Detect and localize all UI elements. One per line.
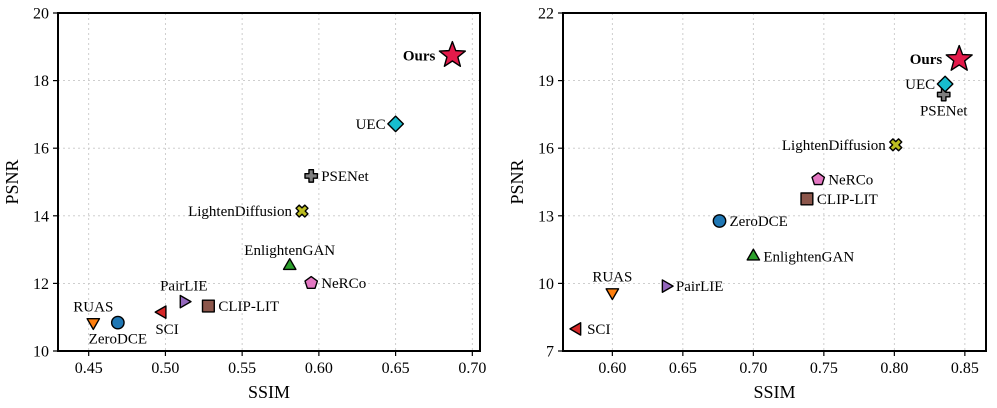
point-enlightengan [282, 257, 297, 271]
y-tick-label: 16 [33, 141, 49, 158]
x-tick-label: 0.55 [228, 360, 256, 377]
x-tick-label: 0.60 [598, 360, 626, 377]
point-psenet [304, 169, 319, 183]
point-pairlie [661, 279, 674, 293]
point-ours [945, 44, 973, 71]
point-label-zerodce: ZeroDCE [730, 214, 788, 230]
point-label-sci: SCI [155, 322, 178, 338]
point-ruas [86, 317, 101, 331]
x-tick-label: 0.85 [951, 360, 979, 377]
point-uec [936, 75, 954, 93]
point-label-pairlie: PairLIE [160, 279, 207, 295]
y-tick-label: 13 [538, 208, 554, 225]
point-label-psenet: PSENet [321, 169, 369, 185]
y-tick-label: 18 [33, 73, 49, 90]
point-label-enlightengan: EnlightenGAN [763, 249, 854, 265]
point-ours [438, 40, 467, 67]
point-label-nerco: NeRCo [828, 172, 873, 188]
point-nerco [811, 172, 826, 186]
point-clip-lit [201, 299, 215, 313]
point-label-enlightengan: EnlightenGAN [244, 243, 335, 259]
point-sci [569, 322, 582, 336]
plot-frame [57, 12, 481, 352]
y-tick-label: 14 [33, 208, 49, 225]
y-tick-label: 10 [33, 344, 49, 361]
y-tick-label: 19 [538, 73, 554, 90]
point-label-zerodce: ZeroDCE [89, 332, 147, 348]
x-tick-label: 0.70 [458, 360, 486, 377]
y-tick-label: 22 [538, 6, 554, 23]
y-axis-label: PSNR [507, 159, 527, 204]
point-label-psenet: PSENet [920, 104, 968, 120]
point-label-clip-lit: CLIP-LIT [218, 299, 279, 315]
point-pairlie [179, 294, 192, 309]
x-axis-label: SSIM [248, 382, 290, 402]
x-tick-label: 0.60 [305, 360, 333, 377]
x-tick-label: 0.65 [669, 360, 697, 377]
point-label-nerco: NeRCo [321, 276, 366, 292]
point-label-lightendiffusion: LightenDiffusion [188, 204, 292, 220]
point-label-ours: Ours [403, 48, 436, 64]
x-axis-label: SSIM [753, 382, 795, 402]
point-psenet [936, 87, 951, 102]
left-chart-panel: 0.45 0.50 0.55 0.60 0.65 0.70 10 12 14 16 18 20 SSIM… [2, 6, 486, 403]
point-label-clip-lit: CLIP-LIT [817, 192, 878, 208]
point-clip-lit [800, 192, 814, 206]
y-axis-label: PSNR [2, 159, 22, 204]
x-tick-label: 0.50 [151, 360, 179, 377]
point-label-ruas: RUAS [73, 299, 113, 315]
x-tick-label: 0.70 [739, 360, 767, 377]
point-label-uec: UEC [905, 77, 935, 93]
point-label-sci: SCI [587, 322, 610, 338]
point-lightendiffusion [295, 204, 309, 218]
plot-frame [562, 12, 987, 352]
point-zerodce [712, 214, 727, 228]
point-uec [387, 115, 405, 133]
point-label-pairlie: PairLIE [676, 279, 723, 295]
point-lightendiffusion [889, 138, 903, 152]
point-enlightengan [746, 248, 761, 261]
point-label-lightendiffusion: LightenDiffusion [782, 138, 886, 154]
point-sci [154, 305, 167, 320]
point-label-uec: UEC [356, 117, 386, 133]
x-tick-label: 0.65 [382, 360, 410, 377]
point-label-ruas: RUAS [592, 269, 632, 285]
y-tick-label: 12 [33, 276, 49, 293]
point-zerodce [110, 315, 125, 330]
x-tick-label: 0.80 [880, 360, 908, 377]
x-tick-label: 0.75 [810, 360, 838, 377]
x-tick-label: 0.45 [75, 360, 103, 377]
y-tick-label: 7 [546, 344, 554, 361]
y-tick-label: 16 [538, 141, 554, 158]
y-tick-label: 10 [538, 276, 554, 293]
right-chart-panel: 0.60 0.65 0.70 0.75 0.80 0.85 7 10 13 16 19 22 SSIM P… [507, 6, 987, 402]
point-ruas [605, 288, 620, 301]
y-tick-label: 20 [33, 6, 49, 23]
point-label-ours: Ours [910, 52, 943, 68]
point-nerco [304, 275, 319, 290]
